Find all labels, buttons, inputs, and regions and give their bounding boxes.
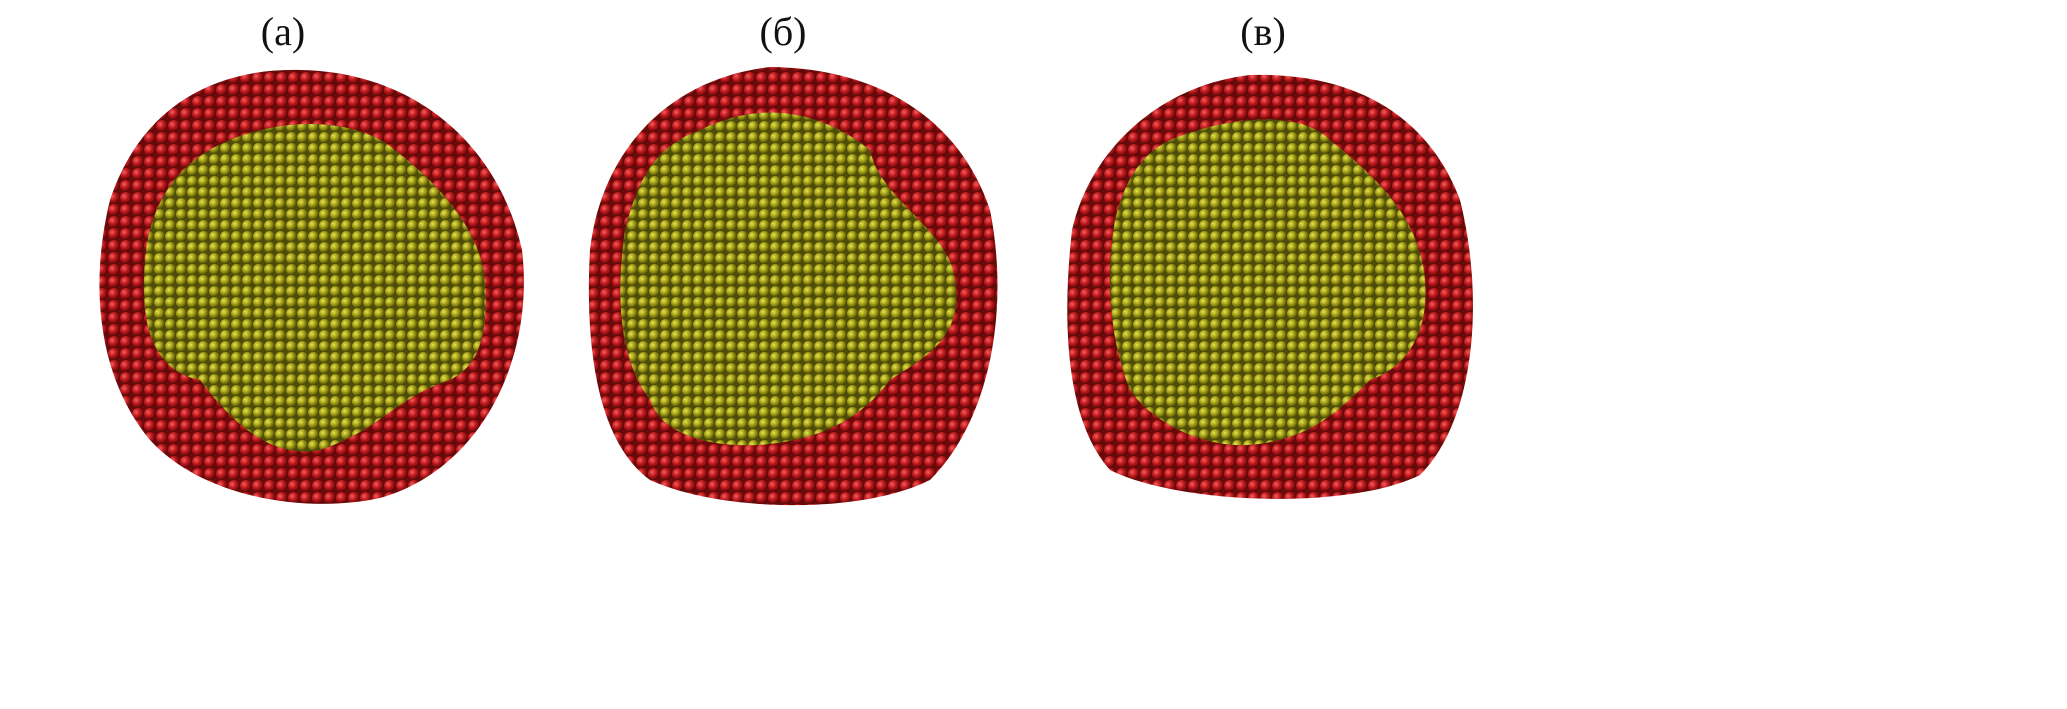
- nanoparticle-b: [588, 67, 998, 506]
- panel-label-a: (а): [260, 9, 306, 54]
- panel-label-b: (б): [759, 9, 807, 54]
- core-b: [620, 112, 957, 446]
- nanoparticle-c: [1067, 74, 1473, 499]
- core-a: [143, 123, 486, 452]
- core-c: [1110, 119, 1426, 446]
- panel-label-c: (в): [1240, 9, 1286, 54]
- nanoparticle-a: [99, 69, 524, 504]
